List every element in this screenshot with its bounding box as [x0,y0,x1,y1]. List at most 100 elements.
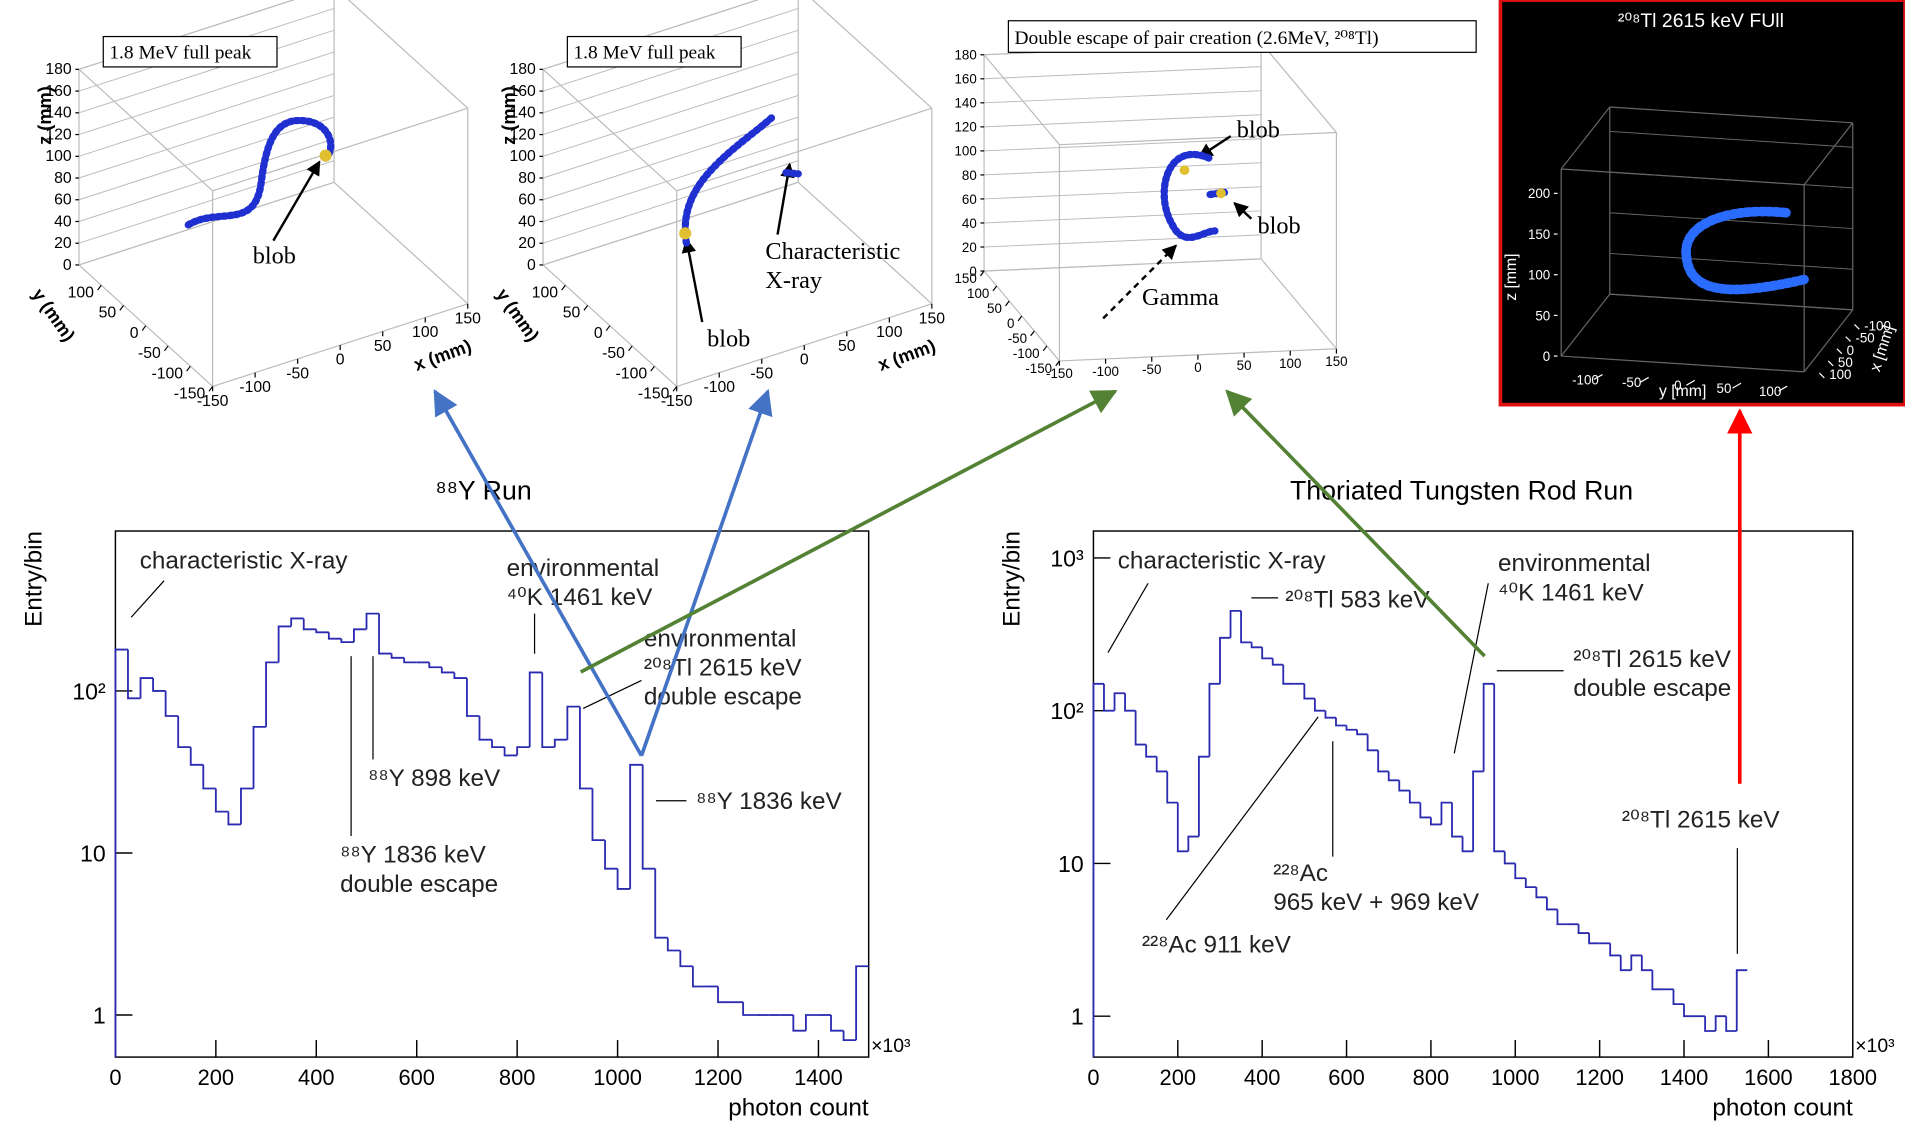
z-tick-label: 60 [962,192,977,207]
histogram-bin [1503,851,1516,865]
annotation-arrow [272,160,321,242]
annotation: ⁸⁸Y 1836 keV [696,788,842,815]
histogram-bin [503,747,518,757]
y-tick-label: 10² [72,678,106,704]
x-tick-label: 1200 [1575,1065,1624,1090]
histogram-bin [792,1015,806,1032]
histogram-bin [1103,683,1115,712]
histogram-bin [177,716,191,749]
annotation-leader [582,679,642,709]
histogram-bin [1092,682,1104,1058]
x-tick-label: 0 [800,352,809,369]
box-edge [797,181,933,305]
histogram-bin [365,612,380,630]
x-tick-label: 1600 [1744,1065,1793,1090]
histogram-bin [1398,780,1410,792]
box-edge [1260,42,1337,133]
panel-title: 1.8 MeV full peak [573,42,715,63]
z-tick-label: 180 [955,48,977,63]
title-box [566,35,742,68]
histogram-bin [152,678,166,692]
y-tick-label: -50 [602,345,625,362]
y-tick-label: 150 [955,271,977,286]
histogram-bin [1271,658,1284,666]
annotation: ²⁰⁸Tl 2615 keV [1573,646,1731,673]
arrow [639,388,773,757]
annotation: double escape [644,684,802,711]
histogram-bin [265,661,279,727]
histogram-bin [390,653,405,659]
y-tick [163,345,169,352]
box-edge [542,264,678,387]
y-tick [672,386,678,392]
grid-line [78,73,335,157]
arrow [433,389,644,757]
z-tick-label: 180 [45,61,72,78]
histogram-bin [378,613,392,655]
x-tick [1819,372,1825,379]
z-tick-label: 120 [45,126,72,143]
histogram-bin [1704,1016,1716,1032]
grid-line [78,116,335,201]
grid-line [984,90,1262,104]
histogram-bin [353,628,367,643]
histogram-bin [1345,725,1358,731]
grid-line [78,94,335,179]
histogram-bin [1461,836,1474,853]
y-tick [141,325,147,331]
y-tick-label: -50 [1622,375,1641,390]
x-tick-label: 600 [1328,1065,1364,1090]
x-multiplier: ×10³ [871,1035,911,1057]
x-tick-label: 1000 [1491,1065,1540,1090]
grid-line [984,162,1262,176]
z-tick-label: 20 [962,240,977,255]
y-tick-label: 10² [1050,698,1084,724]
annotation: 965 keV + 969 keV [1273,889,1480,916]
histogram-bin [114,648,128,1058]
y-tick-label: 0 [130,325,139,342]
x-tick-label: 200 [1160,1065,1196,1090]
y-tick [979,270,985,277]
histogram-bin [478,716,493,741]
y-tick-label: 10 [1058,851,1084,877]
histogram-bin [1124,693,1136,712]
histogram-bin [1683,1004,1695,1018]
histogram-bin [641,764,656,870]
x-tick-label: -50 [286,365,309,382]
annotation: ⁴⁰K 1461 keV [1498,579,1645,606]
y-tick-label: 100 [68,284,95,301]
z-tick-label: 40 [54,213,72,230]
histogram-bin [428,662,442,669]
y-tick [650,365,655,372]
histogram-bin [742,1002,756,1016]
y-tick-label: -50 [138,345,161,362]
annotation-leader [130,580,165,618]
histogram-bin [1430,817,1442,826]
histogram-bin [1609,943,1621,957]
histogram-bin [1735,969,1748,1032]
x-tick-label: 0 [1847,343,1854,358]
z-tick-label: 80 [54,170,72,187]
x-tick-label: 0 [1194,360,1201,375]
histogram-bin [277,625,292,663]
annotation: ²²⁸Ac 911 keV [1142,932,1292,959]
histogram-bin [1145,744,1157,758]
x-tick-label: 50 [1838,355,1853,370]
box-edge [1560,293,1611,357]
x-tick-label: 1800 [1828,1065,1877,1090]
y-tick [561,284,566,291]
histogram-bin [804,1014,819,1031]
y-tick-label: 50 [1717,381,1732,396]
x-multiplier: ×10³ [1855,1035,1895,1057]
histogram-bin [1387,771,1400,782]
y-tick [1017,315,1023,322]
histogram-bin [1176,802,1189,853]
y-tick [208,386,214,392]
annotation: environmental [1498,550,1651,577]
grid-line [542,138,799,222]
z-axis-label: z (mm) [499,86,519,145]
grid-line [984,210,1262,224]
histogram-bin [202,764,216,790]
y-tick-label: 100 [1759,384,1781,399]
